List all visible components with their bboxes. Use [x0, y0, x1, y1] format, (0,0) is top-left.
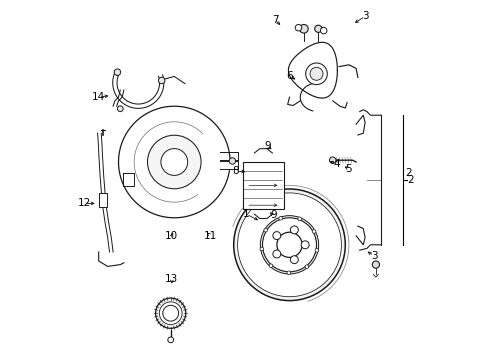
- Circle shape: [329, 157, 335, 163]
- Circle shape: [237, 193, 341, 297]
- Circle shape: [233, 189, 345, 301]
- Text: 3: 3: [370, 251, 377, 261]
- Circle shape: [260, 216, 318, 274]
- Circle shape: [371, 261, 379, 268]
- Circle shape: [163, 305, 178, 321]
- Circle shape: [278, 216, 282, 220]
- FancyBboxPatch shape: [99, 193, 107, 207]
- Circle shape: [305, 265, 308, 269]
- Circle shape: [290, 256, 298, 264]
- Circle shape: [295, 24, 301, 31]
- Circle shape: [262, 218, 316, 272]
- Circle shape: [309, 67, 322, 80]
- Text: 7: 7: [271, 15, 278, 25]
- Text: 9: 9: [264, 141, 271, 151]
- Text: 5: 5: [345, 164, 351, 174]
- Circle shape: [260, 247, 263, 251]
- Circle shape: [297, 217, 301, 221]
- Circle shape: [159, 302, 182, 325]
- Text: 3: 3: [361, 11, 367, 21]
- Text: 13: 13: [165, 274, 178, 284]
- Circle shape: [320, 27, 326, 34]
- Text: 9: 9: [269, 210, 276, 220]
- Circle shape: [147, 135, 201, 189]
- Text: 10: 10: [165, 231, 178, 241]
- Text: 14: 14: [92, 92, 105, 102]
- Circle shape: [290, 226, 298, 234]
- Circle shape: [286, 271, 290, 275]
- Circle shape: [229, 158, 235, 164]
- Circle shape: [158, 77, 164, 84]
- Circle shape: [272, 231, 280, 239]
- Circle shape: [301, 241, 308, 249]
- Text: 11: 11: [203, 231, 217, 241]
- Text: 4: 4: [332, 159, 339, 169]
- Text: 2: 2: [406, 175, 412, 185]
- Text: 1: 1: [243, 209, 249, 219]
- Text: 12: 12: [78, 198, 91, 208]
- Circle shape: [312, 230, 315, 233]
- Circle shape: [161, 149, 187, 175]
- Circle shape: [305, 63, 326, 85]
- Text: 6: 6: [285, 71, 292, 81]
- Circle shape: [276, 232, 302, 257]
- Circle shape: [167, 337, 173, 343]
- Circle shape: [264, 228, 267, 232]
- Text: 2: 2: [404, 168, 411, 178]
- Bar: [242, 162, 284, 209]
- Circle shape: [269, 264, 272, 267]
- Circle shape: [272, 250, 280, 258]
- Text: 8: 8: [232, 166, 238, 176]
- Circle shape: [314, 25, 321, 32]
- Circle shape: [314, 248, 318, 252]
- Circle shape: [117, 106, 123, 112]
- Circle shape: [155, 298, 185, 328]
- Circle shape: [114, 69, 121, 75]
- Circle shape: [299, 24, 307, 33]
